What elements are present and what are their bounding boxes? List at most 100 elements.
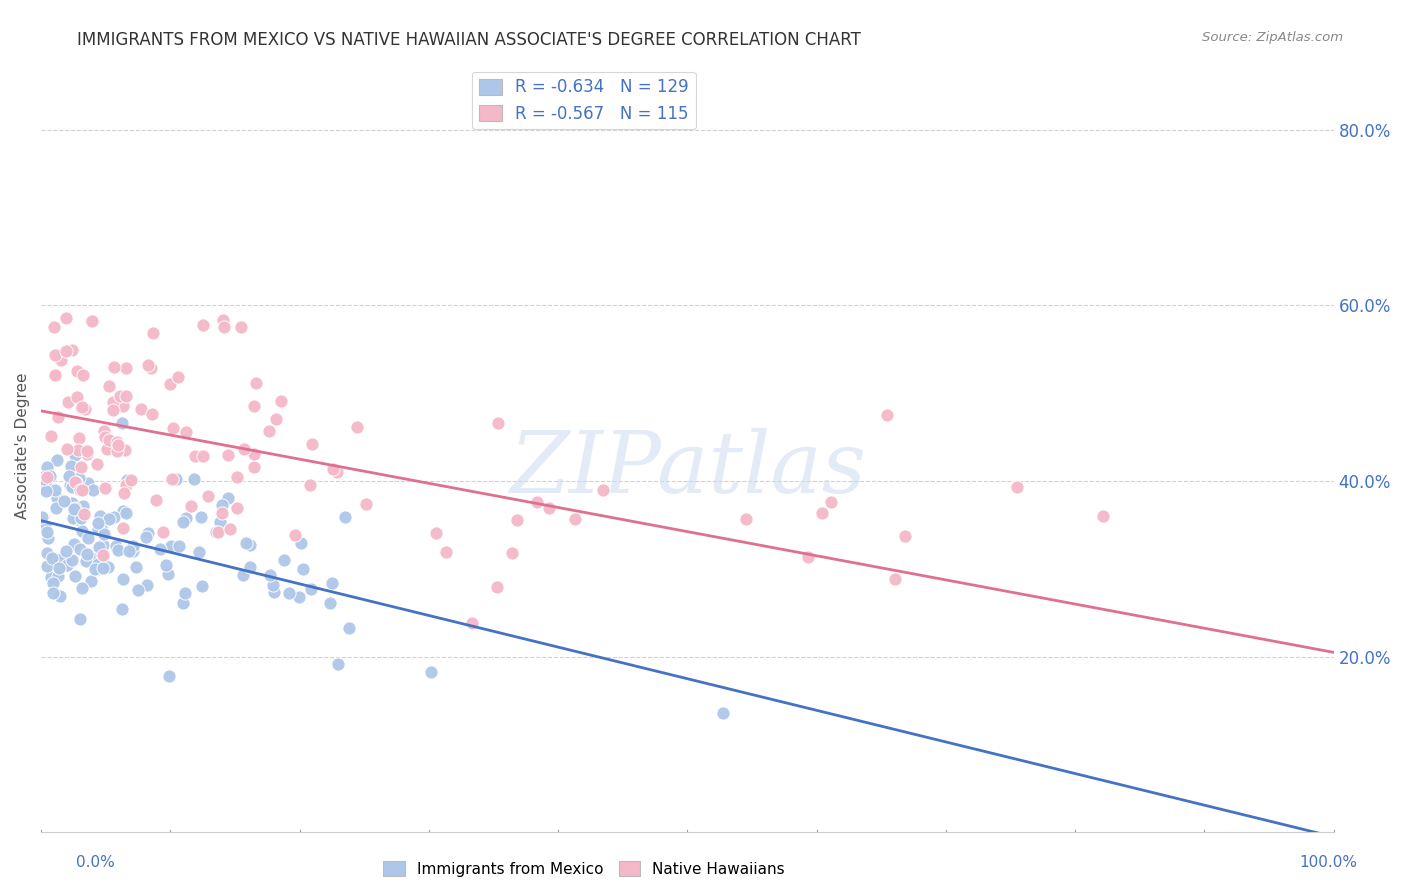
Point <box>162 421 184 435</box>
Point <box>232 567 254 582</box>
Point <box>292 562 315 576</box>
Point <box>820 495 842 509</box>
Point <box>62 511 84 525</box>
Point <box>346 420 368 434</box>
Point <box>301 437 323 451</box>
Point <box>42 586 65 600</box>
Point <box>214 320 236 334</box>
Point <box>97 379 120 393</box>
Point <box>114 389 136 403</box>
Point <box>135 530 157 544</box>
Point <box>115 361 138 376</box>
Point <box>42 320 65 334</box>
Point <box>103 359 125 374</box>
Point <box>37 531 59 545</box>
Point <box>209 516 232 530</box>
Point <box>211 498 233 512</box>
Point <box>103 403 125 417</box>
Point <box>104 540 127 554</box>
Point <box>160 539 183 553</box>
Point <box>86 457 108 471</box>
Point <box>1007 479 1029 493</box>
Point <box>89 521 111 535</box>
Point <box>46 569 69 583</box>
Point <box>107 438 129 452</box>
Text: Source: ZipAtlas.com: Source: ZipAtlas.com <box>1202 31 1343 45</box>
Point <box>56 394 79 409</box>
Point <box>105 434 128 449</box>
Point <box>53 493 76 508</box>
Point <box>111 504 134 518</box>
Point <box>149 542 172 557</box>
Text: ZIPatlas: ZIPatlas <box>509 428 866 510</box>
Point <box>97 433 120 447</box>
Point <box>183 449 205 463</box>
Point <box>35 477 58 491</box>
Point <box>34 519 56 533</box>
Point <box>90 523 112 537</box>
Point <box>876 408 898 422</box>
Point <box>125 560 148 574</box>
Point <box>322 462 344 476</box>
Point <box>193 449 215 463</box>
Text: 0.0%: 0.0% <box>76 855 115 870</box>
Point <box>165 472 187 486</box>
Point <box>167 370 190 384</box>
Point <box>111 417 134 431</box>
Point <box>38 469 60 483</box>
Text: IMMIGRANTS FROM MEXICO VS NATIVE HAWAIIAN ASSOCIATE'S DEGREE CORRELATION CHART: IMMIGRANTS FROM MEXICO VS NATIVE HAWAIIA… <box>77 31 862 49</box>
Point <box>93 430 115 444</box>
Point <box>592 483 614 498</box>
Point <box>35 483 58 498</box>
Point <box>115 477 138 491</box>
Point <box>235 536 257 550</box>
Point <box>67 443 90 458</box>
Point <box>80 574 103 588</box>
Point <box>225 470 247 484</box>
Point <box>287 590 309 604</box>
Point <box>37 469 59 483</box>
Point <box>35 545 58 559</box>
Point <box>212 312 235 326</box>
Point <box>83 551 105 566</box>
Point <box>87 522 110 536</box>
Point <box>65 569 87 583</box>
Point <box>97 560 120 574</box>
Point <box>356 497 378 511</box>
Legend: R = -0.634   N = 129, R = -0.567   N = 115: R = -0.634 N = 129, R = -0.567 N = 115 <box>472 71 696 129</box>
Point <box>108 388 131 402</box>
Point <box>188 544 211 558</box>
Point <box>270 393 292 408</box>
Point <box>156 566 179 581</box>
Point <box>87 562 110 576</box>
Point <box>86 557 108 571</box>
Point <box>118 544 141 558</box>
Point <box>245 376 267 390</box>
Point <box>105 444 128 458</box>
Point <box>41 550 63 565</box>
Point <box>243 399 266 413</box>
Point <box>94 481 117 495</box>
Point <box>190 579 212 593</box>
Point <box>1091 508 1114 523</box>
Point <box>159 376 181 391</box>
Point <box>89 509 111 524</box>
Point <box>56 442 79 456</box>
Point <box>326 657 349 672</box>
Point <box>111 399 134 413</box>
Point <box>734 511 756 525</box>
Point <box>117 473 139 487</box>
Point <box>218 522 240 536</box>
Point <box>55 543 77 558</box>
Point <box>87 541 110 555</box>
Point <box>111 521 134 535</box>
Point <box>243 460 266 475</box>
Point <box>69 483 91 497</box>
Point <box>39 428 62 442</box>
Point <box>32 472 55 486</box>
Point <box>211 507 233 521</box>
Point <box>152 525 174 540</box>
Point <box>172 515 194 529</box>
Point <box>711 706 734 720</box>
Point <box>49 551 72 566</box>
